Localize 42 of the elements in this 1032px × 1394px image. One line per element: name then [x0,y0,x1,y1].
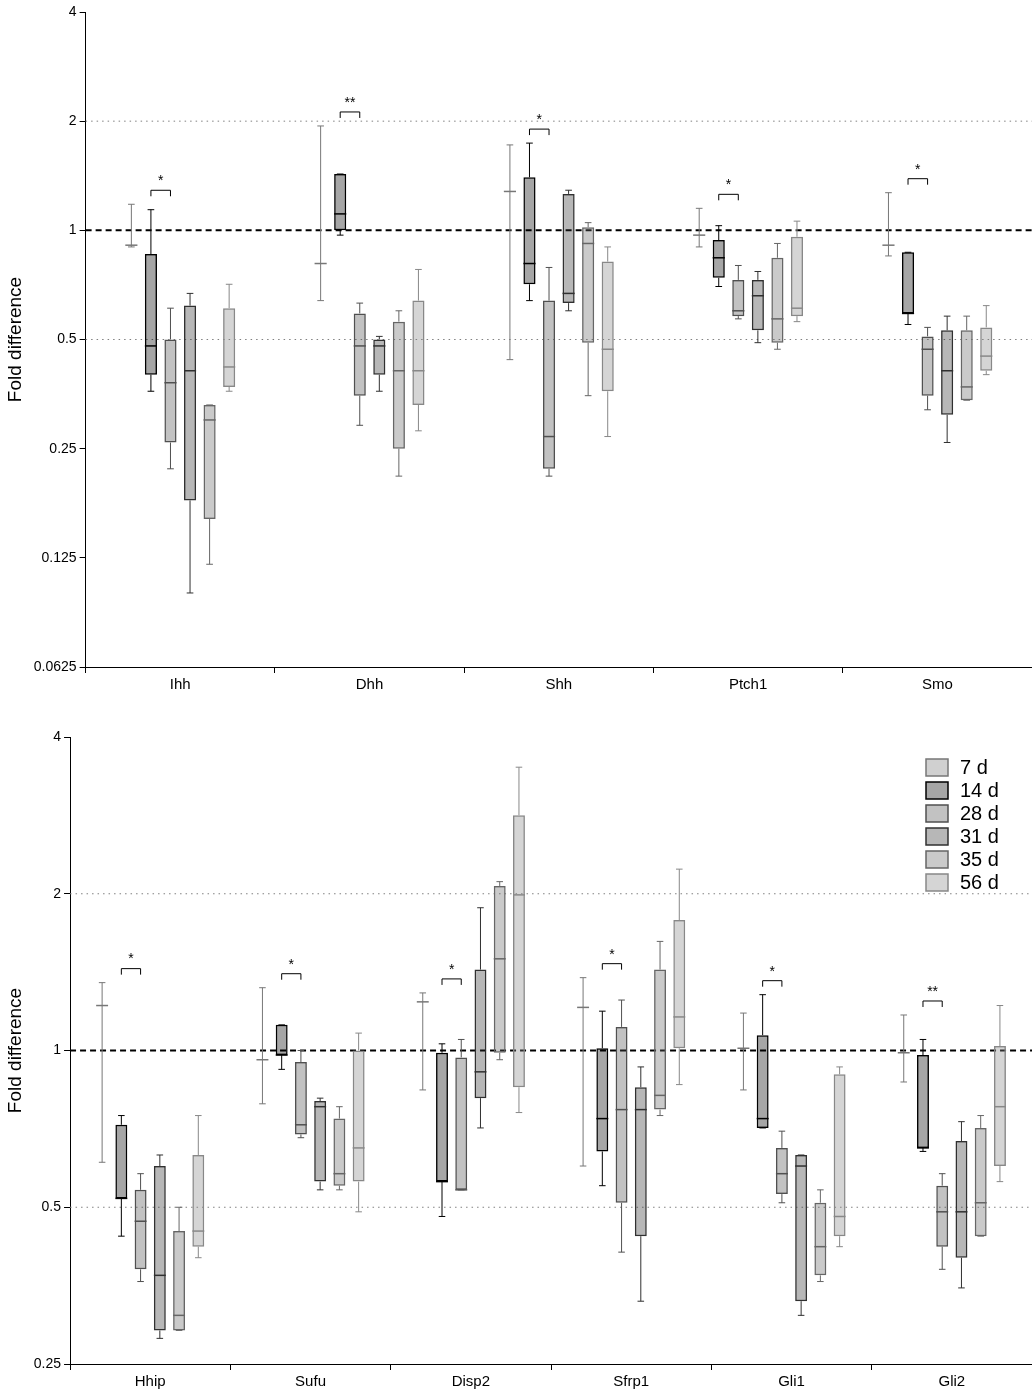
y-tick-label: 4 [68,2,77,19]
y-tick-label: 0.25 [33,1354,62,1371]
legend-label: 31 d [960,825,999,848]
x-tick-label: Ihh [169,675,191,693]
x-tick-label: Disp2 [451,1372,491,1390]
x-tick-label: Smo [921,675,953,693]
y-axis-title: Fold difference [3,987,25,1114]
y-tick-label: 4 [53,727,62,744]
annotation: * [448,960,455,977]
legend-label: 28 d [960,802,999,825]
annotation: * [157,172,164,189]
x-tick-label: Shh [545,675,573,693]
y-tick-label: 0.5 [41,1198,62,1215]
y-tick-label: 0.25 [49,439,77,456]
annotation: * [128,950,135,967]
x-tick-label: Sfrp1 [613,1372,650,1390]
x-tick-label: Sufu [295,1372,326,1390]
x-tick-label: Hhip [134,1372,166,1390]
y-tick-label: 2 [53,884,62,901]
x-tick-label: Gli1 [778,1372,805,1390]
y-axis-title: Fold difference [3,276,25,403]
y-tick-label: 0.5 [57,330,77,347]
annotation: ** [927,982,939,999]
x-tick-label: Dhh [355,675,384,693]
annotation: * [915,160,922,177]
annotation: * [536,110,543,127]
annotation: * [288,955,295,972]
annotation: * [725,176,732,193]
legend-label: 14 d [960,779,999,802]
x-tick-label: Ptch1 [728,675,768,693]
annotation: * [609,945,616,962]
legend-label: 7 d [960,756,988,779]
annotation: ** [344,93,356,110]
x-tick-label: Gli2 [938,1372,966,1390]
y-tick-label: 1 [53,1041,62,1058]
legend-label: 56 d [960,871,999,894]
y-tick-label: 1 [68,221,77,238]
annotation: * [769,962,776,979]
y-tick-label: 0.125 [41,548,77,565]
y-tick-label: 0.0625 [33,657,77,674]
y-tick-label: 2 [68,112,77,129]
legend-label: 35 d [960,848,999,871]
